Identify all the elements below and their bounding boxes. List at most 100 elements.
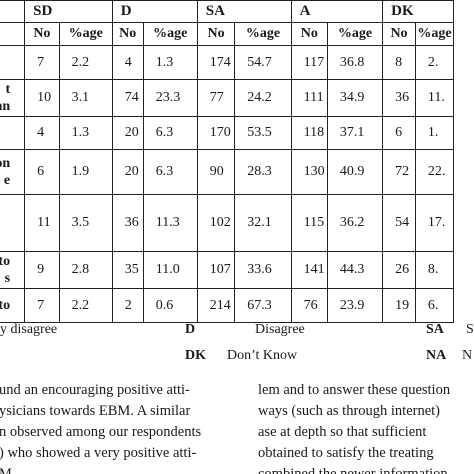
count-cell: 174: [196, 45, 236, 80]
subheader-cell: %age: [234, 22, 292, 46]
count-cell: 10: [24, 79, 60, 117]
count-cell: 111: [290, 79, 328, 117]
percentage-cell: 54.7: [234, 45, 292, 80]
left-text-line: n observed among our respondents: [0, 424, 202, 440]
count-cell: 7: [24, 288, 60, 323]
legend-na-text: N: [462, 348, 473, 363]
legend-dk-text: Don’t Know: [227, 348, 298, 363]
subheader-cell: No: [111, 22, 144, 46]
percentage-cell: 2.2: [58, 288, 113, 323]
right-text-column: lem and to answer these question ways (s…: [258, 380, 474, 474]
count-cell: 11: [24, 194, 60, 252]
percentage-cell: 11.0: [142, 251, 198, 289]
percentage-cell: 23.3: [142, 79, 198, 117]
count-cell: 4: [111, 45, 144, 80]
left-text-line: und an encouraging positive atti-: [0, 382, 190, 398]
subheader-cell: No: [196, 22, 236, 46]
count-cell: 4: [24, 116, 60, 150]
percentage-cell: 8.: [414, 251, 455, 289]
percentage-cell: 1.3: [58, 116, 113, 150]
count-cell: 2: [111, 288, 144, 323]
percentage-cell: 28.3: [234, 149, 292, 195]
percentage-cell: 23.9: [326, 288, 384, 323]
count-cell: 35: [111, 251, 144, 289]
table-row: 7 2.2 4 1.3 174 54.7 117 36.8 8 2.: [0, 45, 455, 80]
count-cell: 77: [196, 79, 236, 117]
count-cell: 19: [382, 288, 416, 323]
count-cell: 90: [196, 149, 236, 195]
row-label-cell: d on e: [0, 149, 26, 195]
right-text-line: combined the newer information: [258, 466, 448, 474]
group-header-sd: SD: [24, 0, 113, 23]
count-cell: 76: [290, 288, 328, 323]
count-cell: 20: [111, 116, 144, 150]
left-text-line: M.: [0, 466, 16, 474]
percentage-cell: 1.: [414, 116, 455, 150]
row-label-cell: [0, 194, 26, 252]
count-cell: 54: [382, 194, 416, 252]
count-cell: 7: [24, 45, 60, 80]
count-cell: 36: [111, 194, 144, 252]
count-cell: 72: [382, 149, 416, 195]
percentage-cell: 17.: [414, 194, 455, 252]
table-row: 4 1.3 20 6.3 170 53.5 118 37.1 6 1.: [0, 116, 455, 150]
percentage-cell: 3.1: [58, 79, 113, 117]
count-cell: 115: [290, 194, 328, 252]
percentage-cell: 34.9: [326, 79, 384, 117]
row-label-cell: [0, 45, 26, 80]
percentage-cell: 2.2: [58, 45, 113, 80]
row-label-cell: [0, 116, 26, 150]
percentage-cell: 2.8: [58, 251, 113, 289]
subheader-cell: %age: [58, 22, 113, 46]
table-row: 11 3.5 36 11.3 102 32.1 115 36.2 54 17.: [0, 194, 455, 252]
percentage-cell: 32.1: [234, 194, 292, 252]
legend-sa-text: S: [466, 322, 474, 337]
legend-d-text: Disagree: [255, 322, 305, 337]
percentage-cell: 1.9: [58, 149, 113, 195]
left-text-line: ysicians towards EBM. A similar: [0, 403, 191, 419]
count-cell: 214: [196, 288, 236, 323]
abbreviation-legend: y disagree D Disagree SA S DK Don’t Know…: [0, 322, 474, 370]
count-cell: 6: [382, 116, 416, 150]
legend-d-abbr: D: [185, 322, 196, 337]
count-cell: 118: [290, 116, 328, 150]
legend-dk-abbr: DK: [185, 348, 206, 363]
percentage-cell: 0.6: [142, 288, 198, 323]
group-header-dk: DK: [382, 0, 454, 23]
count-cell: 74: [111, 79, 144, 117]
count-cell: 130: [290, 149, 328, 195]
count-cell: 20: [111, 149, 144, 195]
percentage-cell: 33.6: [234, 251, 292, 289]
legend-sa-abbr: SA: [426, 322, 444, 337]
percentage-cell: 36.8: [326, 45, 384, 80]
count-cell: 107: [196, 251, 236, 289]
count-cell: 117: [290, 45, 328, 80]
subheader-cell: %age: [414, 22, 455, 46]
row-label-cell: ht to: [0, 288, 26, 323]
group-header-d: D: [111, 0, 198, 23]
count-cell: 170: [196, 116, 236, 150]
percentage-cell: 40.9: [326, 149, 384, 195]
subheader-cell: No: [290, 22, 328, 46]
percentage-cell: 22.: [414, 149, 455, 195]
left-text-column: und an encouraging positive atti- ysicia…: [0, 380, 249, 474]
percentage-cell: 3.5: [58, 194, 113, 252]
percentage-cell: 67.3: [234, 288, 292, 323]
percentage-cell: 36.2: [326, 194, 384, 252]
count-cell: 26: [382, 251, 416, 289]
group-header-sa: SA: [196, 0, 292, 23]
label-subheader-cell: [0, 22, 26, 46]
table-subheader-row: No %age No %age No %age No %age No %age: [0, 22, 455, 46]
legend-na-abbr: NA: [426, 348, 447, 363]
left-text-line: ) who showed a very positive atti-: [0, 445, 197, 461]
percentage-cell: 37.1: [326, 116, 384, 150]
count-cell: 102: [196, 194, 236, 252]
subheader-cell: No: [24, 22, 60, 46]
subheader-cell: No: [382, 22, 416, 46]
percentage-cell: 6.: [414, 288, 455, 323]
right-text-line: obtained to satisfy the treating: [258, 445, 434, 461]
